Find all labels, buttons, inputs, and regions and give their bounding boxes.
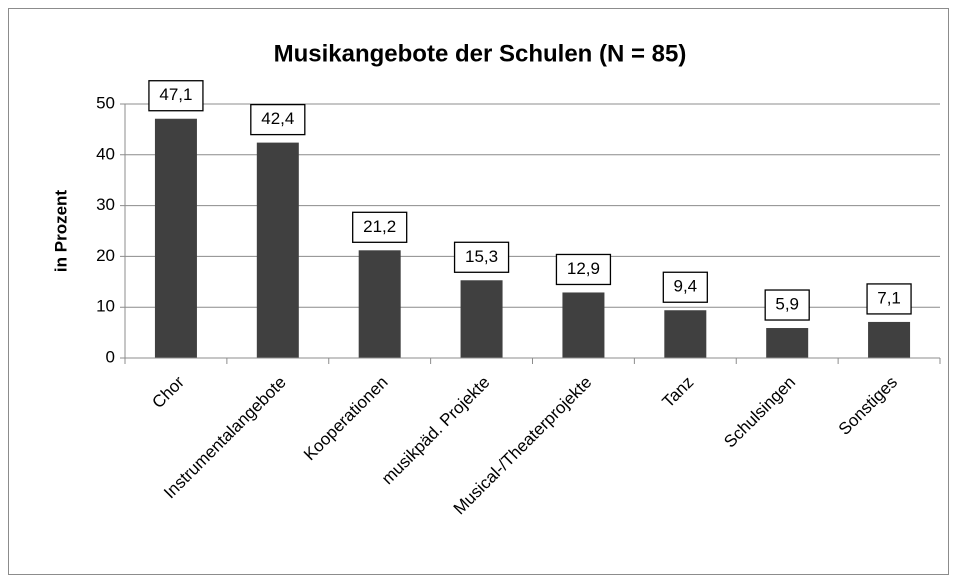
bar bbox=[256, 142, 299, 358]
y-tick-label: 20 bbox=[96, 246, 115, 265]
value-label: 12,9 bbox=[567, 259, 600, 278]
bar bbox=[868, 321, 911, 358]
value-label-box bbox=[866, 283, 912, 315]
bar bbox=[154, 118, 197, 359]
value-label: 47,1 bbox=[159, 85, 192, 104]
value-label: 21,2 bbox=[363, 217, 396, 236]
bar bbox=[358, 250, 401, 358]
value-label: 7,1 bbox=[877, 288, 901, 307]
value-label-box bbox=[764, 289, 810, 321]
value-label-box bbox=[352, 211, 408, 243]
value-label-box bbox=[250, 103, 306, 136]
y-axis-label: in Prozent bbox=[51, 190, 70, 273]
y-tick-label: 10 bbox=[96, 297, 115, 316]
value-label-box bbox=[148, 80, 204, 112]
y-tick-label: 30 bbox=[96, 195, 115, 214]
y-tick-label: 50 bbox=[96, 93, 115, 112]
value-label-box bbox=[662, 271, 708, 303]
value-label: 15,3 bbox=[465, 247, 498, 266]
y-tick-label: 40 bbox=[96, 144, 115, 163]
bar bbox=[562, 292, 605, 358]
bar bbox=[766, 328, 809, 358]
value-label: 42,4 bbox=[261, 109, 294, 128]
value-label-box bbox=[555, 253, 612, 286]
chart-title: Musikangebote der Schulen (N = 85) bbox=[274, 40, 687, 67]
bar bbox=[460, 280, 503, 358]
bar bbox=[664, 310, 707, 358]
y-tick-label: 0 bbox=[106, 347, 115, 366]
value-label: 5,9 bbox=[775, 295, 799, 314]
value-label: 9,4 bbox=[673, 277, 697, 296]
value-label-box bbox=[453, 241, 510, 273]
